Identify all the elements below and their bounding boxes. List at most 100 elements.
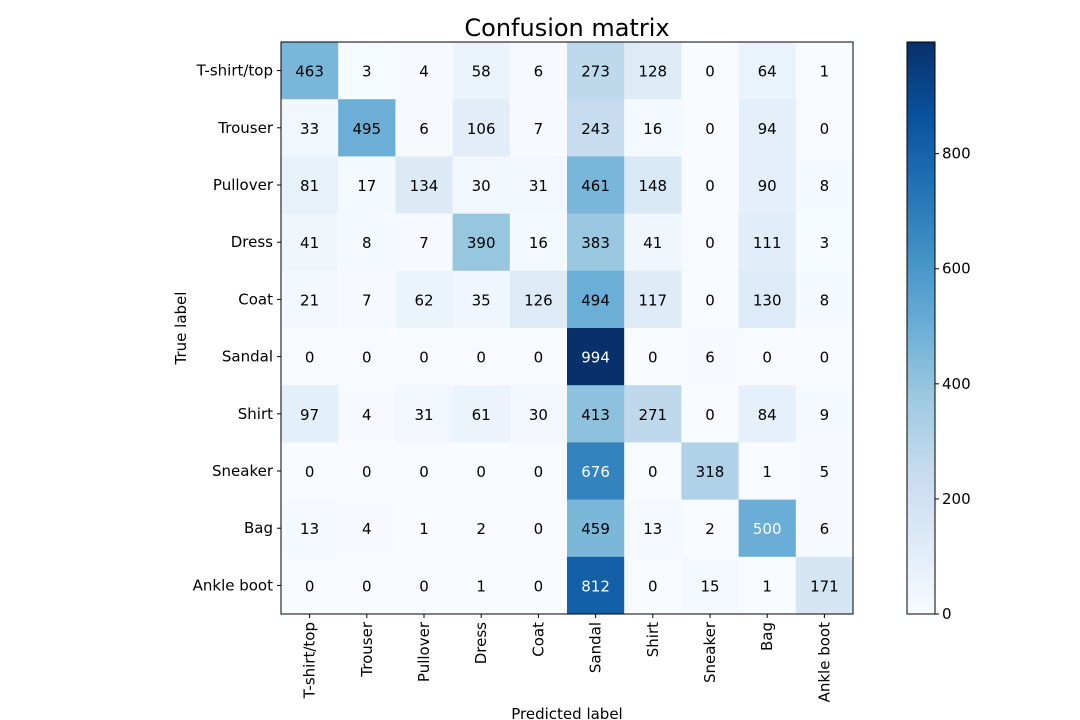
colorbar-tick-label: 800 bbox=[942, 145, 971, 163]
cell-value-label: 41 bbox=[643, 234, 662, 252]
heatmap-cell bbox=[795, 442, 854, 501]
cell-value-label: 0 bbox=[705, 120, 715, 138]
heatmap-cell bbox=[681, 442, 740, 501]
cell-value-label: 0 bbox=[762, 349, 772, 367]
heatmap-cell bbox=[338, 156, 396, 215]
cell-value-label: 0 bbox=[362, 349, 372, 367]
cell-value-label: 31 bbox=[529, 177, 548, 195]
cell-value-label: 8 bbox=[362, 234, 372, 252]
y-axis: T-shirt/top Trouser Pullover Dress Coat Sanda… bbox=[193, 62, 281, 594]
cell-value-label: 16 bbox=[529, 234, 548, 252]
heatmap-cell bbox=[795, 213, 854, 272]
heatmap-cell bbox=[624, 385, 682, 443]
heatmap-cell bbox=[509, 442, 568, 501]
heatmap-cell bbox=[281, 99, 339, 157]
heatmap-cell bbox=[395, 42, 454, 100]
x-tick-label: Sneaker bbox=[701, 621, 719, 683]
heatmap-cell bbox=[567, 213, 625, 272]
heatmap-cell bbox=[395, 385, 454, 443]
y-tick-label: Sandal bbox=[222, 348, 273, 366]
cell-value-label: 0 bbox=[705, 63, 715, 81]
heatmap-cell bbox=[509, 213, 568, 272]
heatmap-cell bbox=[795, 328, 854, 386]
colorbar-tick-label: 200 bbox=[942, 490, 971, 508]
chart-title: Confusion matrix bbox=[464, 14, 669, 42]
heatmap-cell bbox=[509, 499, 568, 558]
heatmap-cell bbox=[681, 270, 740, 329]
cell-value-label: 0 bbox=[419, 577, 429, 595]
heatmap-cell bbox=[338, 42, 396, 100]
cell-value-label: 8 bbox=[820, 177, 830, 195]
heatmap-cell bbox=[681, 156, 740, 215]
cell-value-label: 31 bbox=[414, 406, 433, 424]
y-tick-label: Sneaker bbox=[212, 462, 274, 480]
cell-value-label: 148 bbox=[638, 177, 667, 195]
cell-value-label: 0 bbox=[305, 463, 315, 481]
heatmap-cell bbox=[395, 99, 454, 157]
cell-value-label: 7 bbox=[419, 234, 429, 252]
x-tick-label: Dress bbox=[472, 622, 490, 664]
heatmap-cell bbox=[567, 42, 625, 100]
cell-value-label: 41 bbox=[300, 234, 319, 252]
cell-value-label: 171 bbox=[810, 577, 839, 595]
cell-value-label: 273 bbox=[581, 63, 610, 81]
cell-value-label: 0 bbox=[820, 349, 830, 367]
heatmap-cell bbox=[338, 213, 396, 272]
cell-value-label: 15 bbox=[700, 577, 719, 595]
heatmap-cell bbox=[624, 156, 682, 215]
cell-value-label: 0 bbox=[476, 349, 486, 367]
cell-value-label: 461 bbox=[581, 177, 610, 195]
cell-value-label: 2 bbox=[476, 520, 486, 538]
cell-value-label: 0 bbox=[705, 177, 715, 195]
cell-value-label: 0 bbox=[534, 463, 544, 481]
heatmap-cell bbox=[452, 42, 511, 100]
heatmap-cell bbox=[738, 499, 797, 558]
heatmap-cell bbox=[509, 556, 568, 615]
heatmap-cell bbox=[395, 156, 454, 215]
cell-value-label: 126 bbox=[524, 291, 553, 309]
heatmap-cell bbox=[452, 99, 511, 157]
y-tick-label: Bag bbox=[244, 519, 273, 537]
cell-value-label: 128 bbox=[638, 63, 667, 81]
heatmap-cell bbox=[795, 156, 854, 215]
heatmap-cell bbox=[681, 556, 740, 615]
cell-value-label: 0 bbox=[534, 577, 544, 595]
cell-value-label: 413 bbox=[581, 406, 610, 424]
heatmap-cell bbox=[338, 556, 396, 615]
heatmap-cell bbox=[624, 499, 682, 558]
y-tick-label: T-shirt/top bbox=[196, 62, 273, 80]
cell-value-label: 7 bbox=[534, 120, 544, 138]
heatmap-cell bbox=[509, 328, 568, 386]
heatmap-cell bbox=[338, 328, 396, 386]
cell-value-label: 117 bbox=[638, 291, 667, 309]
heatmap-cell bbox=[624, 556, 682, 615]
cell-value-label: 84 bbox=[758, 406, 777, 424]
heatmap-cell bbox=[567, 328, 625, 386]
cell-value-label: 318 bbox=[696, 463, 725, 481]
heatmap-cell bbox=[452, 328, 511, 386]
cell-value-label: 6 bbox=[705, 349, 715, 367]
x-axis-label: Predicted label bbox=[511, 705, 622, 720]
heatmap-cell bbox=[795, 385, 854, 443]
cell-value-label: 390 bbox=[467, 234, 496, 252]
cell-value-label: 62 bbox=[414, 291, 433, 309]
cell-value-label: 0 bbox=[419, 349, 429, 367]
heatmap-cell bbox=[395, 213, 454, 272]
heatmap-cell bbox=[681, 42, 740, 100]
plot-frame bbox=[280, 41, 854, 615]
cell-value-label: 111 bbox=[753, 234, 782, 252]
cell-value-label: 0 bbox=[305, 349, 315, 367]
heatmap-cell bbox=[795, 270, 854, 329]
y-tick-label: Trouser bbox=[217, 119, 274, 137]
heatmap-cell bbox=[738, 156, 797, 215]
heatmap-cell bbox=[452, 385, 511, 443]
heatmap-cell bbox=[452, 556, 511, 615]
heatmap-cell bbox=[452, 270, 511, 329]
heatmap-cell bbox=[509, 270, 568, 329]
heatmap-cell bbox=[738, 213, 797, 272]
cell-value-label: 0 bbox=[705, 291, 715, 309]
colorbar-tick-label: 400 bbox=[942, 375, 971, 393]
cell-value-labels: 463 3 4 58 6 273 128 0 64 133 495 6 106 7 243 16 0 94 081 1… bbox=[295, 63, 838, 596]
cell-value-label: 7 bbox=[362, 291, 372, 309]
cell-value-label: 64 bbox=[758, 63, 777, 81]
